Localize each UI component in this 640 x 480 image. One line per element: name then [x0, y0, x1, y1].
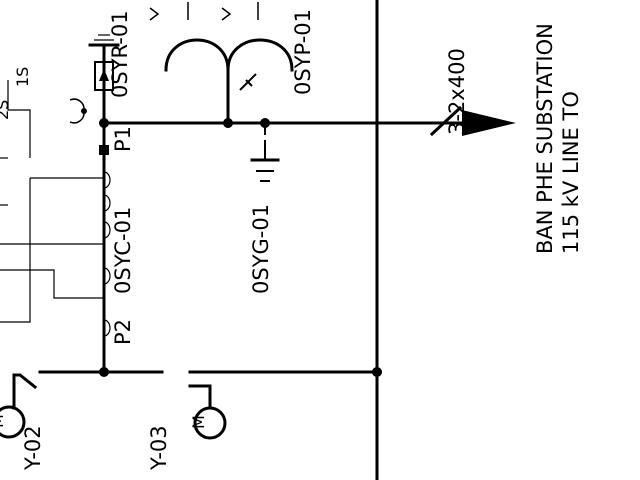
ct-coils — [103, 171, 111, 337]
secondary-wiring — [0, 80, 104, 323]
node-bus-right — [372, 367, 382, 377]
conductor-label: 3-2x400 — [445, 48, 469, 135]
destination-line-1: 115 kV LINE TO — [559, 91, 583, 254]
surge-cap-label: 0SYP-01 — [291, 9, 315, 95]
vt-name-label: 0SYG-01 — [249, 204, 273, 294]
ct-name-label: 0SYC-01 — [111, 207, 135, 294]
motor-left — [0, 405, 26, 439]
ct-rating-label: 1S — [13, 67, 32, 87]
ct-marker — [99, 145, 109, 155]
motor-mid — [193, 406, 227, 440]
motor-mid-lead — [188, 384, 212, 410]
motor-left-label: Y-02 — [21, 425, 45, 471]
destination-line-2: BAN PHE SUBSTATION — [533, 23, 557, 254]
line-arrow — [462, 110, 516, 136]
arrester-label: 0SYR-01 — [108, 10, 132, 98]
ct-p2-label: P2 — [111, 319, 135, 345]
conductor-tick — [429, 105, 463, 137]
node-p1 — [99, 118, 109, 128]
transformer — [149, 2, 294, 128]
motor-mid-symbol: M — [189, 415, 208, 429]
ct-rating-label-2: 2S — [0, 100, 12, 120]
motor-left-symbol: M — [0, 414, 7, 428]
motor-mid-label: Y-03 — [147, 425, 171, 471]
arrester-arrow — [99, 69, 109, 81]
ct-p1-label: P1 — [111, 126, 135, 152]
motor-left-lead — [12, 373, 38, 410]
